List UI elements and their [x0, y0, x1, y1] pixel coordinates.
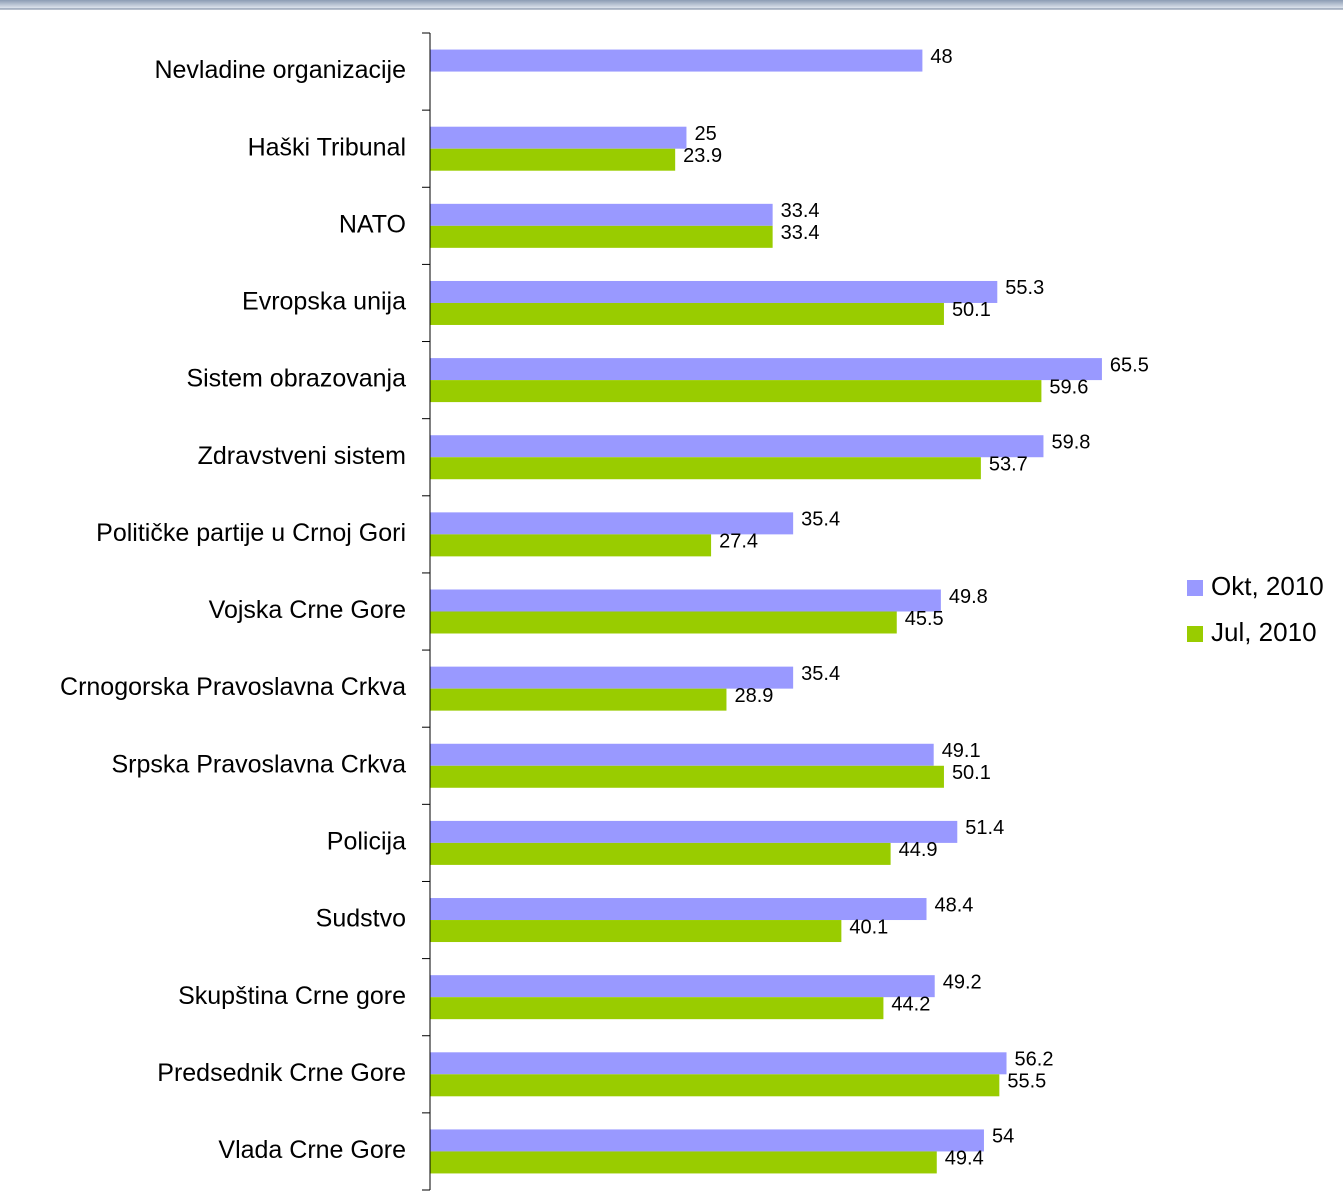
value-label: 33.4 — [781, 222, 820, 244]
value-label: 44.9 — [899, 839, 938, 861]
bar — [430, 512, 794, 535]
bar — [430, 534, 712, 557]
bar — [430, 280, 998, 303]
value-label: 35.4 — [801, 663, 840, 685]
category-label: Skupština Crne gore — [178, 982, 406, 1010]
value-label: 59.8 — [1051, 432, 1090, 454]
value-label: 25 — [694, 123, 716, 145]
bar — [430, 148, 676, 171]
value-label: 50.1 — [952, 299, 991, 321]
bar — [430, 820, 958, 843]
bar — [430, 358, 1102, 381]
value-label: 49.4 — [945, 1148, 984, 1170]
value-label: 59.6 — [1049, 376, 1088, 398]
bar — [430, 435, 1044, 458]
category-label: Haški Tribunal — [248, 133, 406, 161]
bar — [430, 1052, 1007, 1075]
bar — [430, 611, 897, 634]
value-label: 28.9 — [734, 685, 773, 707]
bar — [430, 203, 773, 226]
window-frame — [0, 0, 1343, 9]
category-label: NATO — [339, 210, 406, 238]
category-label: Političke partije u Crnoj Gori — [96, 519, 406, 547]
value-label: 48 — [930, 46, 952, 68]
value-label: 44.2 — [891, 993, 930, 1015]
value-label: 54 — [992, 1126, 1014, 1148]
bar — [430, 380, 1042, 403]
value-label: 49.8 — [949, 586, 988, 608]
category-label: Nevladine organizacije — [154, 56, 406, 84]
category-label: Sudstvo — [316, 905, 406, 933]
bar — [430, 920, 842, 943]
value-label: 45.5 — [905, 608, 944, 630]
bar — [430, 743, 934, 766]
category-label: Predsednik Crne Gore — [157, 1059, 406, 1087]
value-label: 56.2 — [1015, 1049, 1054, 1071]
category-label: Evropska unija — [242, 288, 406, 316]
bar — [430, 126, 687, 149]
bar — [430, 1151, 937, 1174]
value-label: 48.4 — [935, 894, 974, 916]
bar — [430, 589, 941, 612]
bar — [430, 997, 884, 1020]
value-label: 51.4 — [965, 817, 1004, 839]
legend-label: Okt, 2010 — [1211, 571, 1324, 601]
category-label: Vlada Crne Gore — [218, 1136, 406, 1164]
value-label: 33.4 — [781, 200, 820, 222]
bar — [430, 1129, 984, 1152]
value-label: 40.1 — [849, 916, 888, 938]
value-label: 49.1 — [942, 740, 981, 762]
legend-swatch — [1187, 580, 1203, 596]
category-label: Srpska Pravoslavna Crkva — [111, 750, 406, 778]
bar — [430, 898, 927, 921]
category-label: Vojska Crne Gore — [209, 596, 406, 624]
bar — [430, 457, 981, 480]
value-label: 50.1 — [952, 762, 991, 784]
value-label: 55.3 — [1005, 277, 1044, 299]
bar — [430, 225, 773, 248]
value-label: 35.4 — [801, 509, 840, 531]
category-label: Policija — [327, 828, 406, 856]
value-label: 55.5 — [1007, 1071, 1046, 1093]
legend-swatch — [1187, 626, 1203, 642]
category-label: Crnogorska Pravoslavna Crkva — [60, 673, 406, 701]
bar — [430, 842, 891, 865]
category-label: Sistem obrazovanja — [186, 365, 406, 393]
category-label: Zdravstveni sistem — [198, 442, 406, 470]
value-label: 65.5 — [1110, 354, 1149, 376]
bar — [430, 975, 935, 998]
bar — [430, 666, 794, 689]
bar — [430, 688, 727, 711]
bar — [430, 49, 923, 72]
bar — [430, 302, 944, 325]
value-label: 49.2 — [943, 971, 982, 993]
value-label: 53.7 — [989, 454, 1028, 476]
value-label: 23.9 — [683, 145, 722, 167]
value-label: 27.4 — [719, 531, 758, 553]
bar — [430, 765, 944, 788]
bar — [430, 1074, 1000, 1097]
legend-label: Jul, 2010 — [1211, 617, 1317, 647]
